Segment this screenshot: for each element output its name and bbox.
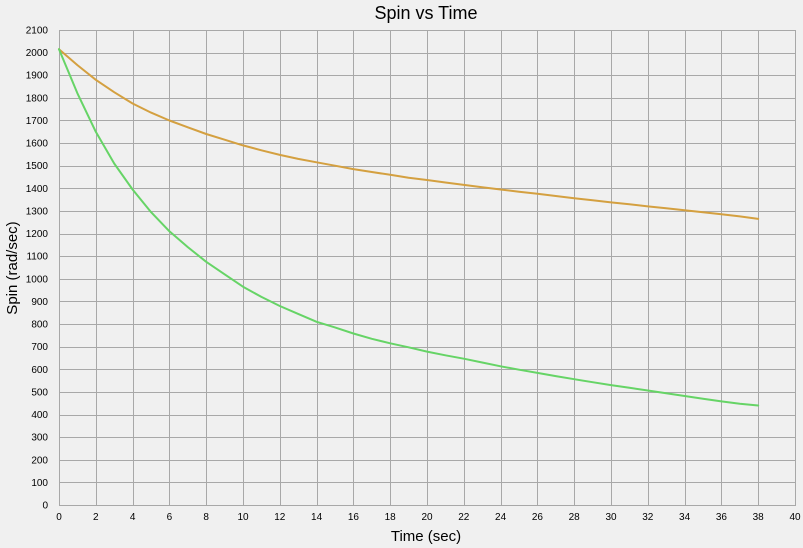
- series-lines: [58, 48, 760, 407]
- y-tick-label: 1800: [26, 93, 49, 104]
- y-tick-label: 0: [42, 501, 48, 512]
- y-tick-label: 2000: [26, 48, 49, 59]
- x-tick-label: 28: [569, 512, 581, 523]
- y-tick-label: 200: [31, 455, 48, 466]
- y-tick-label: 1700: [26, 116, 49, 127]
- y-axis-label: Spin (rad/sec): [4, 221, 21, 314]
- x-tick-label: 8: [203, 512, 209, 523]
- x-tick-label: 16: [348, 512, 360, 523]
- y-tick-label: 300: [31, 433, 48, 444]
- y-tick-label: 700: [31, 342, 48, 353]
- x-tick-label: 14: [311, 512, 323, 523]
- x-tick-label: 0: [56, 512, 62, 523]
- x-axis-ticks: 0 2 4 6 8 10 12 14 16 18 20 22 24 26 28 30 32 34 36 38 40: [56, 512, 801, 523]
- y-tick-label: 1600: [26, 139, 49, 150]
- x-tick-label: 40: [789, 512, 801, 523]
- x-tick-label: 34: [679, 512, 691, 523]
- x-tick-label: 36: [716, 512, 728, 523]
- plot-border: [59, 30, 796, 506]
- y-tick-label: 500: [31, 387, 48, 398]
- x-tick-label: 4: [130, 512, 136, 523]
- x-tick-label: 24: [495, 512, 507, 523]
- x-axis-label: Time (sec): [391, 528, 461, 545]
- x-tick-label: 12: [274, 512, 286, 523]
- x-tick-label: 30: [605, 512, 617, 523]
- y-tick-label: 900: [31, 297, 48, 308]
- y-tick-label: 400: [31, 410, 48, 421]
- y-tick-label: 800: [31, 320, 48, 331]
- x-tick-label: 38: [753, 512, 765, 523]
- y-tick-label: 100: [31, 478, 48, 489]
- y-tick-label: 1900: [26, 71, 49, 82]
- series-line-2: [58, 48, 760, 407]
- grid-lines: [59, 30, 796, 506]
- x-tick-label: 18: [385, 512, 397, 523]
- y-tick-label: 600: [31, 365, 48, 376]
- x-tick-label: 32: [642, 512, 654, 523]
- y-tick-label: 1300: [26, 206, 49, 217]
- y-tick-label: 1500: [26, 161, 49, 172]
- y-axis-ticks: 0 100 200 300 400 500 600 700 800 900 1000 1100 1200…: [26, 26, 49, 512]
- y-tick-label: 1000: [26, 274, 49, 285]
- y-tick-label: 2100: [26, 26, 49, 37]
- y-tick-label: 1200: [26, 229, 49, 240]
- x-tick-label: 22: [458, 512, 470, 523]
- x-tick-label: 10: [237, 512, 249, 523]
- chart-title: Spin vs Time: [374, 3, 477, 23]
- x-tick-label: 20: [421, 512, 433, 523]
- x-tick-label: 6: [167, 512, 173, 523]
- x-tick-label: 26: [532, 512, 544, 523]
- y-tick-label: 1400: [26, 184, 49, 195]
- series-line-1: [58, 48, 760, 220]
- x-tick-label: 2: [93, 512, 99, 523]
- y-tick-label: 1100: [26, 252, 48, 263]
